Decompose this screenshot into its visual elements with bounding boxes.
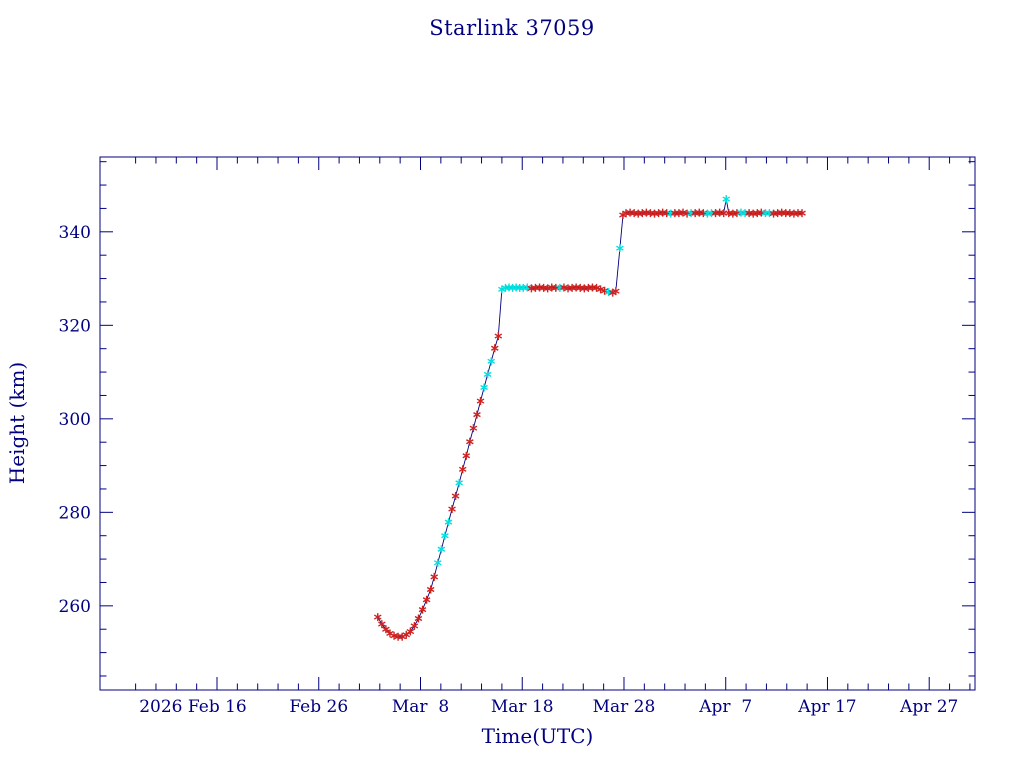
y-tick-label: 320 bbox=[59, 316, 91, 336]
x-tick-label: Mar 8 bbox=[392, 697, 449, 717]
data-point-marker bbox=[483, 370, 492, 379]
y-tick-label: 280 bbox=[59, 503, 91, 523]
data-point-marker bbox=[430, 572, 439, 581]
y-tick-label: 340 bbox=[59, 223, 91, 243]
page-title: Starlink 37059 bbox=[429, 16, 595, 40]
data-point-marker bbox=[422, 595, 431, 604]
data-point-marker bbox=[402, 630, 411, 639]
data-point-marker bbox=[414, 614, 423, 623]
plot-frame bbox=[99, 156, 976, 691]
x-tick-label: Apr 7 bbox=[698, 697, 752, 717]
data-point-marker bbox=[473, 410, 481, 419]
data-point-marker bbox=[448, 505, 456, 514]
data-line bbox=[377, 199, 802, 638]
data-point-marker bbox=[612, 287, 620, 296]
axis-ticks bbox=[100, 157, 975, 690]
data-point-marker bbox=[480, 383, 488, 392]
y-axis-label: Height (km) bbox=[5, 361, 29, 485]
data-point-marker bbox=[616, 244, 624, 253]
data-point-marker bbox=[722, 195, 731, 204]
data-point-marker bbox=[462, 451, 471, 460]
y-tick-labels: 260 280 300 320 340 bbox=[59, 223, 91, 617]
data-point-marker bbox=[437, 545, 446, 554]
y-tick-label: 260 bbox=[59, 597, 91, 617]
data-point-marker bbox=[476, 397, 485, 406]
data-point-marker bbox=[458, 465, 467, 474]
data-point-marker bbox=[406, 627, 415, 636]
data-point-marker bbox=[378, 620, 386, 629]
data-point-marker bbox=[382, 625, 390, 634]
data-point-marker bbox=[596, 285, 605, 294]
data-point-marker bbox=[469, 424, 478, 433]
x-tick-label: Apr 27 bbox=[899, 697, 958, 717]
data-point-marker bbox=[798, 209, 806, 218]
data-point-marker bbox=[455, 478, 463, 487]
data-point-marker bbox=[494, 332, 503, 341]
x-axis-label: Time(UTC) bbox=[481, 724, 594, 748]
x-tick-label: Apr 17 bbox=[797, 697, 856, 717]
y-tick-label: 300 bbox=[59, 410, 91, 430]
data-point-marker bbox=[592, 283, 601, 292]
x-tick-label: Feb 26 bbox=[289, 697, 348, 717]
data-point-marker bbox=[487, 357, 496, 366]
data-point-marker bbox=[490, 344, 499, 353]
data-point-marker bbox=[441, 531, 449, 540]
x-tick-label: Mar 28 bbox=[593, 697, 656, 717]
x-tick-label: Mar 18 bbox=[491, 697, 554, 717]
data-point-marker bbox=[600, 286, 609, 295]
data-point-marker bbox=[444, 518, 453, 527]
data-point-marker bbox=[426, 585, 435, 594]
data-point-marker bbox=[451, 491, 460, 500]
x-tick-label: 2026 Feb 16 bbox=[139, 697, 247, 717]
data-point-marker bbox=[433, 558, 442, 567]
data-point-marker bbox=[373, 613, 382, 622]
data-point-marker bbox=[466, 437, 474, 446]
x-tick-labels: 2026 Feb 16 Feb 26 Mar 8 Mar 18 Mar 28 Apr 7 A… bbox=[139, 697, 958, 717]
data-point-marker bbox=[410, 621, 419, 630]
data-point-marker bbox=[418, 605, 427, 614]
data-markers bbox=[373, 195, 806, 641]
